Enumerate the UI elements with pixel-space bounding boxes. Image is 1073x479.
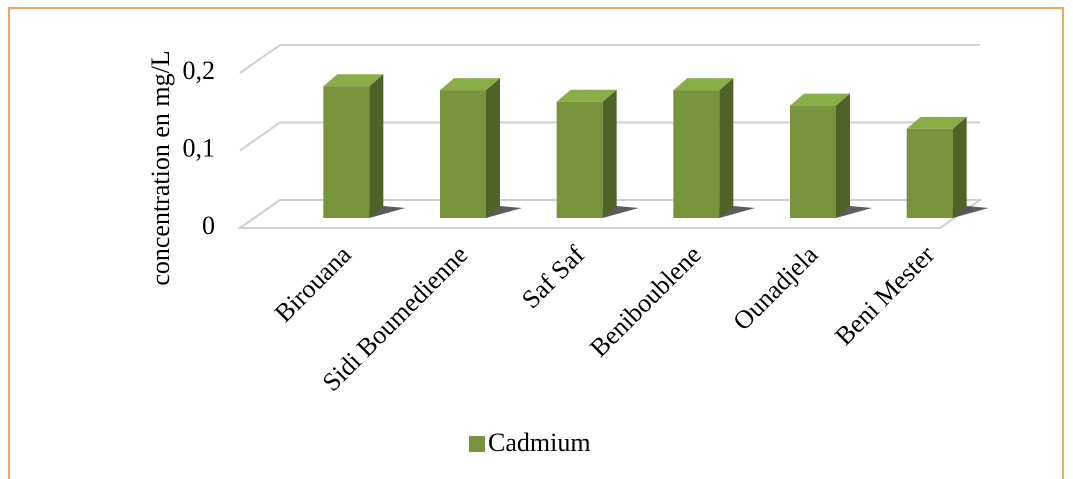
bar-face xyxy=(906,116,967,129)
bar xyxy=(790,93,850,218)
legend-swatch xyxy=(469,436,485,452)
x-tick-label: Ounadjela xyxy=(727,240,823,336)
bar-face xyxy=(440,90,486,218)
bar xyxy=(906,116,967,218)
bar-face xyxy=(556,101,603,218)
frame xyxy=(8,7,1064,479)
bar-face xyxy=(836,93,850,218)
bar xyxy=(673,78,734,218)
grid-line xyxy=(239,199,980,229)
y-tick-label: 0 xyxy=(202,211,215,240)
bar-face xyxy=(952,116,967,218)
bar xyxy=(556,89,617,218)
bar-face xyxy=(906,128,953,218)
bar-face xyxy=(486,78,500,218)
bar-face xyxy=(790,105,836,218)
legend-label: Cadmium xyxy=(488,428,591,457)
bar-face xyxy=(673,90,720,218)
bar-face xyxy=(440,78,500,91)
x-tick-label: Saf Saf xyxy=(516,240,590,314)
bar-face xyxy=(369,74,384,218)
y-axis-title: concentration en mg/L xyxy=(146,50,175,285)
bar xyxy=(440,78,500,218)
bar-face xyxy=(790,93,850,106)
bar-face xyxy=(556,89,617,102)
bar-face xyxy=(719,78,734,218)
y-tick-label: 0,1 xyxy=(183,133,216,162)
bar-face xyxy=(323,74,384,87)
grid-line xyxy=(239,121,980,152)
grid-line xyxy=(239,44,980,74)
bar-face xyxy=(673,78,734,91)
x-tick-label: Beni Mester xyxy=(829,240,940,351)
x-tick-label: Birouana xyxy=(269,240,357,328)
x-tick-label: Beniboublene xyxy=(584,240,707,363)
bar-face xyxy=(323,86,370,218)
bar-face xyxy=(602,89,617,218)
bar xyxy=(323,74,384,218)
y-tick-label: 0,2 xyxy=(183,56,216,85)
